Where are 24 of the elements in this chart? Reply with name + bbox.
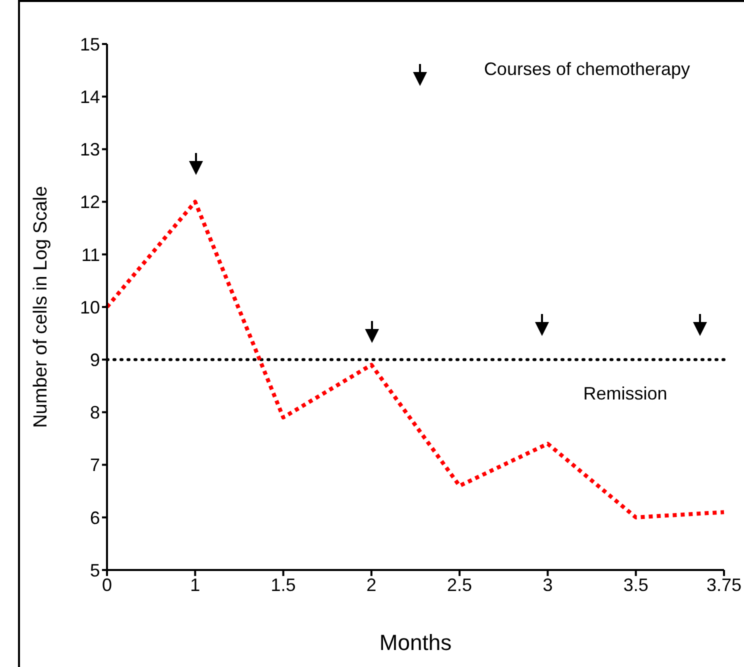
y-tick-label: 10	[80, 297, 100, 318]
y-tick-label: 7	[90, 455, 100, 476]
x-tick-label: 3.75	[706, 574, 742, 595]
y-tick-label: 6	[90, 508, 100, 528]
ref-line-label: Remission	[583, 384, 668, 404]
y-tick-label: 8	[90, 402, 100, 423]
x-tick-label: 0	[102, 574, 112, 595]
x-tick-label: 2	[366, 574, 376, 595]
x-tick-label: 2.5	[447, 574, 472, 595]
x-tick-label: 3	[542, 574, 553, 595]
y-axis-title: Number of cells in Log Scale	[30, 186, 52, 428]
x-axis-title: Months	[379, 630, 452, 655]
y-tick-label: 9	[90, 350, 100, 370]
y-tick-label: 11	[81, 244, 100, 265]
x-tick-label: 1.5	[270, 574, 296, 595]
line-series	[105, 200, 726, 520]
y-tick-label: 5	[90, 560, 100, 580]
y-tick-label: 15	[80, 34, 100, 54]
y-tick-label: 12	[80, 192, 100, 212]
y-tick-label: 13	[80, 140, 100, 160]
y-tick-label: 14	[80, 86, 100, 107]
annotation: Courses of chemotherapy	[484, 59, 690, 79]
x-tick-label: 3.5	[623, 574, 648, 595]
x-tick-label: 1	[190, 574, 200, 595]
